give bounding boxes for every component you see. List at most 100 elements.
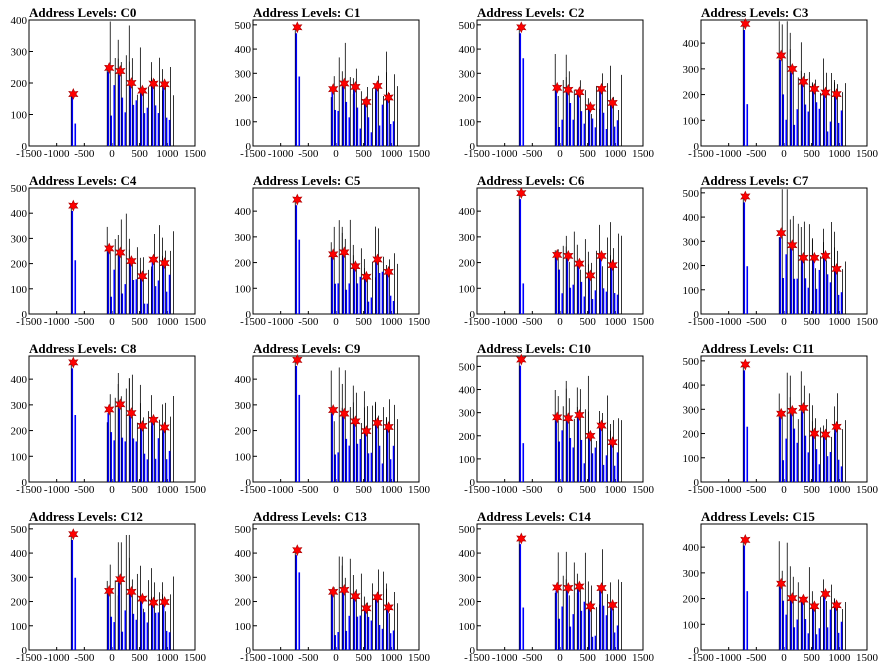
- peak-marker: [292, 21, 303, 34]
- y-tick-label: 200: [235, 426, 252, 438]
- peak-marker: [831, 420, 842, 433]
- peak-marker: [159, 421, 170, 434]
- y-tick-label: 200: [683, 429, 700, 441]
- peak-marker: [831, 262, 842, 275]
- peak-marker: [516, 21, 527, 34]
- x-tick-label: -1000: [492, 652, 518, 664]
- peak-marker: [552, 581, 563, 594]
- peak-marker: [148, 253, 159, 266]
- peak-marker: [383, 421, 394, 433]
- x-tick-label: 500: [355, 484, 372, 496]
- panel-title: Address Levels: C14: [477, 509, 591, 524]
- peak-marker: [585, 429, 596, 442]
- peak-marker: [372, 253, 383, 266]
- y-tick-label: 400: [11, 15, 28, 27]
- y-tick-label: 400: [235, 374, 252, 386]
- x-tick-label: -1500: [240, 148, 266, 160]
- peak-marker: [596, 82, 607, 95]
- x-tick-label: -1500: [16, 148, 42, 160]
- peak-marker: [596, 582, 607, 594]
- y-tick-label: 400: [235, 44, 252, 56]
- peak-marker: [809, 82, 820, 95]
- x-tick-label: -1000: [716, 484, 742, 496]
- y-tick-label: 300: [683, 236, 700, 248]
- x-tick-label: 500: [131, 148, 148, 160]
- peak-marker: [787, 62, 798, 75]
- x-tick-label: 1500: [408, 652, 431, 664]
- y-tick-label: 400: [459, 548, 476, 560]
- x-tick-label: -1500: [240, 652, 266, 664]
- x-tick-label: 1500: [632, 484, 655, 496]
- y-tick-label: 0: [22, 645, 28, 657]
- x-tick-label: 1000: [156, 148, 179, 160]
- peak-marker: [328, 83, 339, 96]
- x-tick-label: 0: [781, 148, 787, 160]
- peak-marker: [68, 88, 79, 100]
- y-tick-label: 500: [459, 20, 476, 32]
- x-tick-label: 1000: [380, 316, 403, 328]
- peak-marker: [563, 582, 574, 594]
- x-tick-label: -1500: [464, 652, 490, 664]
- x-tick-label: 1000: [380, 484, 403, 496]
- x-tick-label: 0: [557, 316, 563, 328]
- x-tick-label: 500: [131, 652, 148, 664]
- peak-marker: [126, 77, 137, 89]
- y-tick-label: 0: [22, 141, 28, 153]
- y-tick-label: 0: [246, 141, 252, 153]
- peak-marker: [104, 61, 115, 74]
- y-tick-label: 100: [683, 619, 700, 631]
- x-tick-label: 500: [355, 316, 372, 328]
- x-tick-label: -1000: [44, 652, 70, 664]
- peak-marker: [776, 407, 787, 420]
- peak-marker: [350, 260, 361, 273]
- peak-marker: [361, 270, 372, 283]
- peak-marker: [292, 544, 303, 557]
- x-tick-label: 1000: [156, 652, 179, 664]
- x-tick-label: 1000: [380, 652, 403, 664]
- x-tick-label: 0: [109, 652, 115, 664]
- x-tick-label: 0: [781, 484, 787, 496]
- y-tick-label: 200: [683, 594, 700, 606]
- x-tick-label: -1500: [688, 484, 714, 496]
- peak-marker: [148, 413, 159, 426]
- panel-title: Address Levels: C7: [701, 173, 809, 188]
- peak-marker: [563, 412, 574, 425]
- y-tick-label: 200: [11, 426, 28, 438]
- x-tick-label: -1000: [268, 316, 294, 328]
- x-tick-label: 0: [333, 652, 339, 664]
- peak-marker: [148, 77, 159, 90]
- panel-title: Address Levels: C1: [253, 5, 360, 20]
- y-tick-label: 100: [11, 621, 28, 633]
- panel-title: Address Levels: C9: [253, 341, 361, 356]
- y-tick-label: 300: [459, 68, 476, 80]
- peak-marker: [115, 65, 126, 77]
- peak-marker: [607, 96, 618, 109]
- peak-marker: [596, 419, 607, 432]
- peak-marker: [137, 84, 148, 97]
- x-tick-label: 1500: [632, 148, 655, 160]
- y-tick-label: 100: [235, 451, 252, 463]
- peak-marker: [740, 190, 751, 203]
- panel-4: Address Levels: C40100200300400500-1500-…: [11, 173, 207, 328]
- peak-marker: [596, 249, 607, 262]
- peak-marker: [552, 248, 563, 261]
- peak-marker: [809, 251, 820, 264]
- peak-marker: [740, 358, 751, 371]
- y-tick-label: 100: [683, 453, 700, 465]
- x-tick-label: -1500: [464, 316, 490, 328]
- y-tick-label: 0: [22, 309, 28, 321]
- peak-marker: [126, 407, 137, 420]
- x-tick-label: 1500: [408, 148, 431, 160]
- y-tick-label: 200: [459, 431, 476, 443]
- peak-marker: [776, 577, 787, 590]
- y-tick-label: 500: [683, 356, 700, 368]
- y-tick-label: 0: [694, 309, 700, 321]
- y-tick-label: 400: [683, 542, 700, 554]
- y-tick-label: 400: [459, 385, 476, 397]
- panel-9: Address Levels: C9 0 100 200 300 400 -1500 -100…: [235, 341, 431, 496]
- y-tick-label: 100: [459, 117, 476, 129]
- x-tick-label: -500: [298, 148, 319, 160]
- y-tick-label: 400: [235, 206, 252, 218]
- x-tick-label: -500: [522, 148, 543, 160]
- x-tick-label: -1000: [716, 652, 742, 664]
